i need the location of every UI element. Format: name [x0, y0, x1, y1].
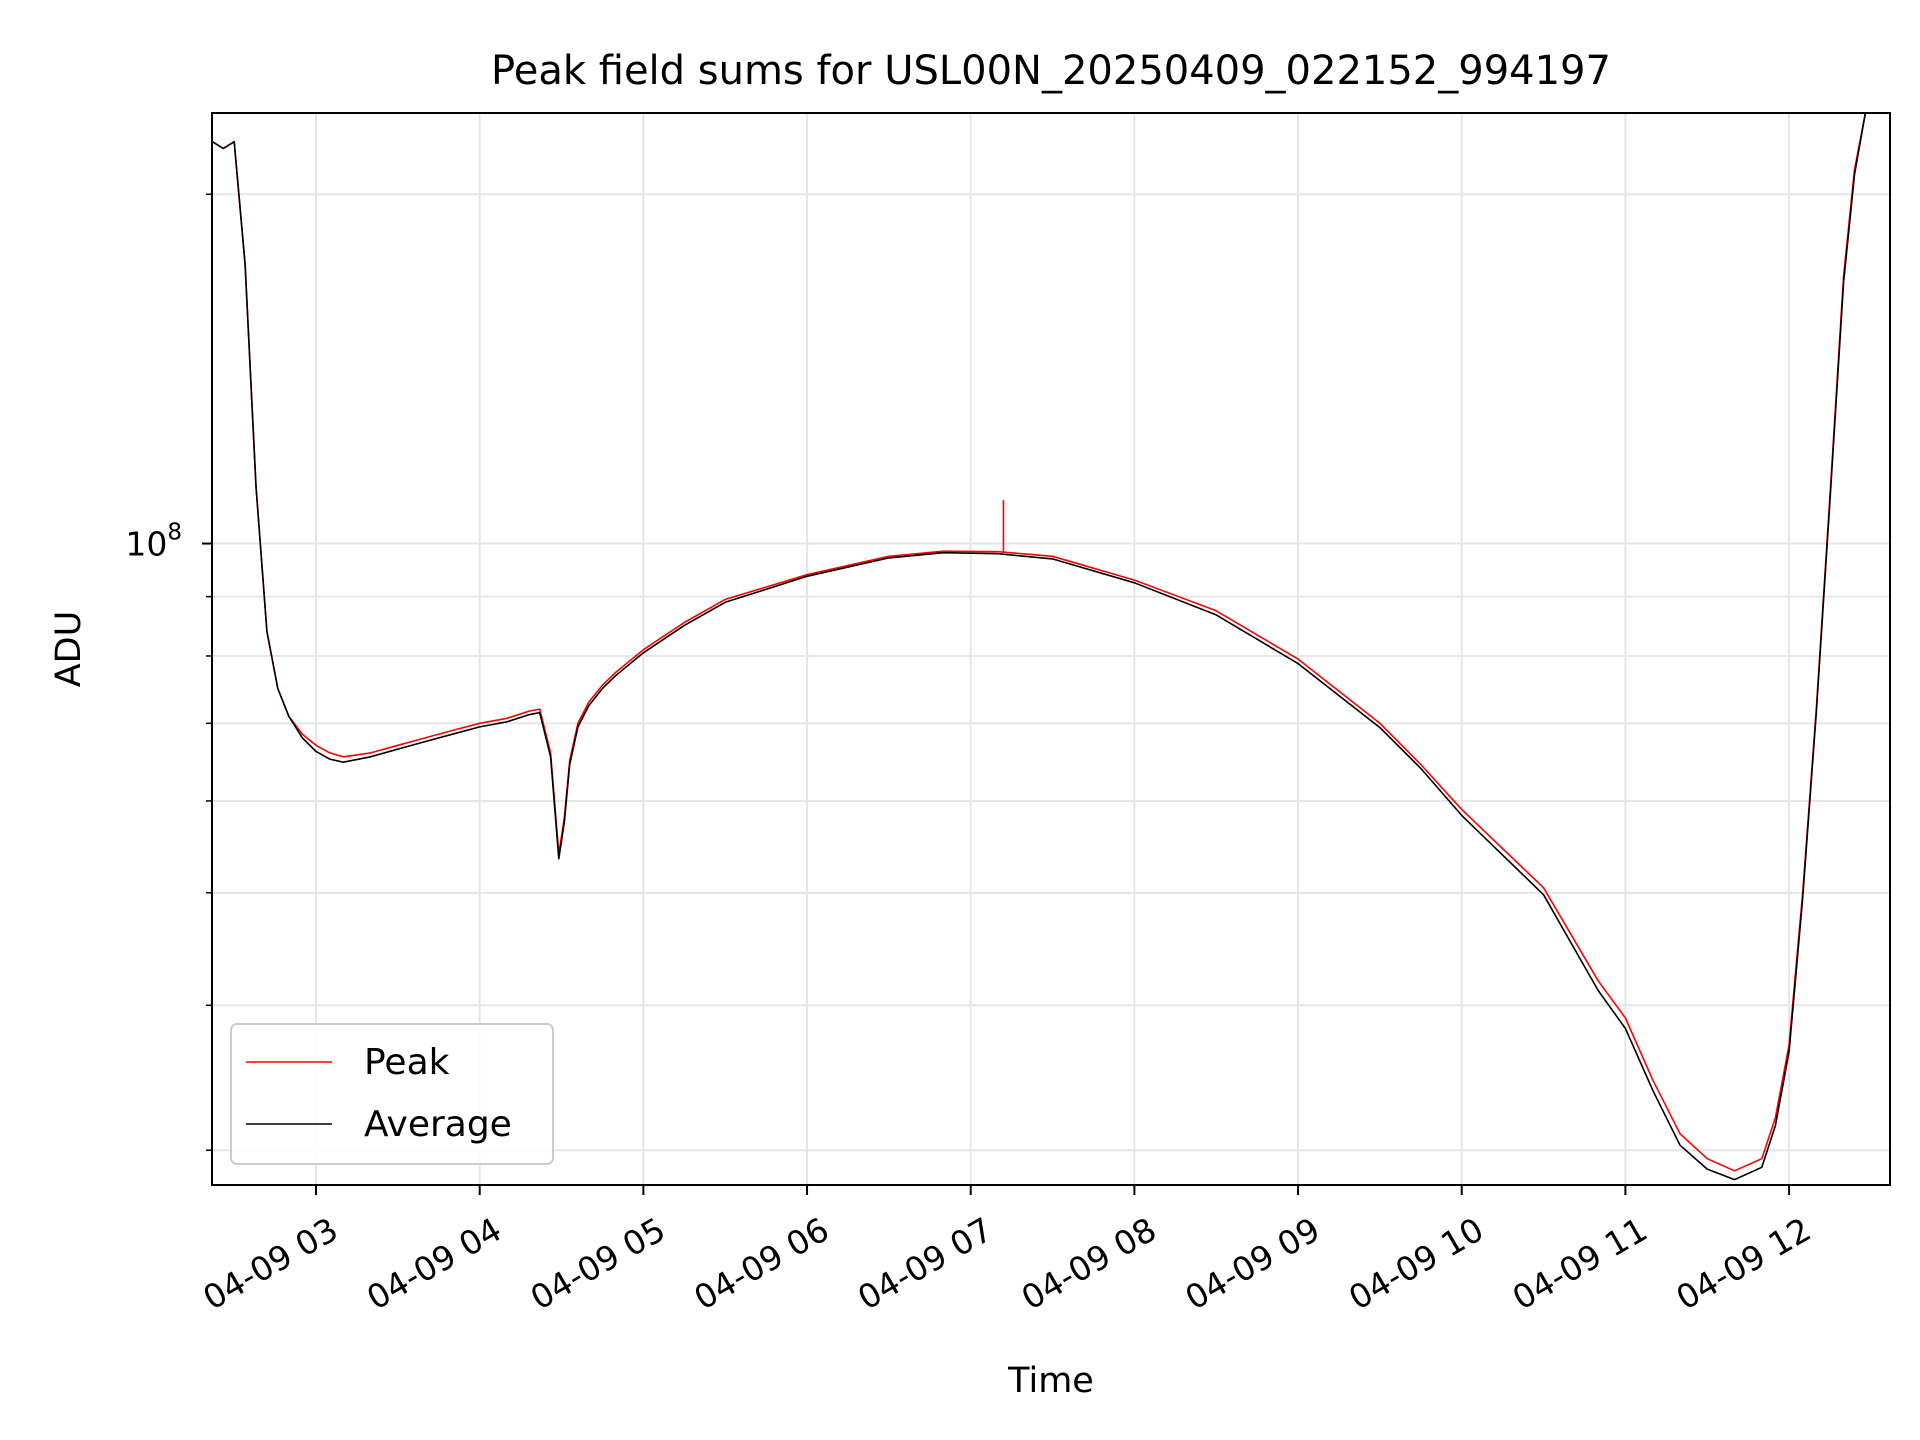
x-tick-label: 04-09 12: [1669, 1210, 1817, 1318]
legend-label-peak: Peak: [364, 1042, 450, 1083]
x-tick-label: 04-09 11: [1506, 1210, 1654, 1318]
chart-title: Peak field sums for USL00N_20250409_0221…: [491, 48, 1611, 94]
series-line-average: [212, 113, 1867, 1181]
x-tick-label: 04-09 09: [1178, 1210, 1326, 1318]
x-tick-label: 04-09 04: [360, 1210, 508, 1318]
legend-box: [230, 1023, 554, 1165]
x-tick-label: 04-09 06: [687, 1210, 835, 1318]
x-tick-label: 04-09 05: [524, 1210, 672, 1318]
x-tick-label: 04-09 07: [851, 1210, 999, 1318]
x-tick-label: 04-09 10: [1342, 1210, 1490, 1318]
series-layer: [212, 113, 1867, 1181]
x-axis-label: Time: [1007, 1361, 1094, 1401]
x-tick-label: 04-09 08: [1015, 1210, 1163, 1318]
y-tick-label: 108: [125, 520, 182, 564]
axes-frame: [211, 112, 1891, 1186]
y-axis-label: ADU: [49, 611, 89, 688]
legend-label-average: Average: [364, 1104, 512, 1145]
legend: Peak Average: [230, 1023, 554, 1165]
x-tick-label: 04-09 03: [196, 1210, 344, 1318]
series-line-peak: [212, 113, 1867, 1172]
